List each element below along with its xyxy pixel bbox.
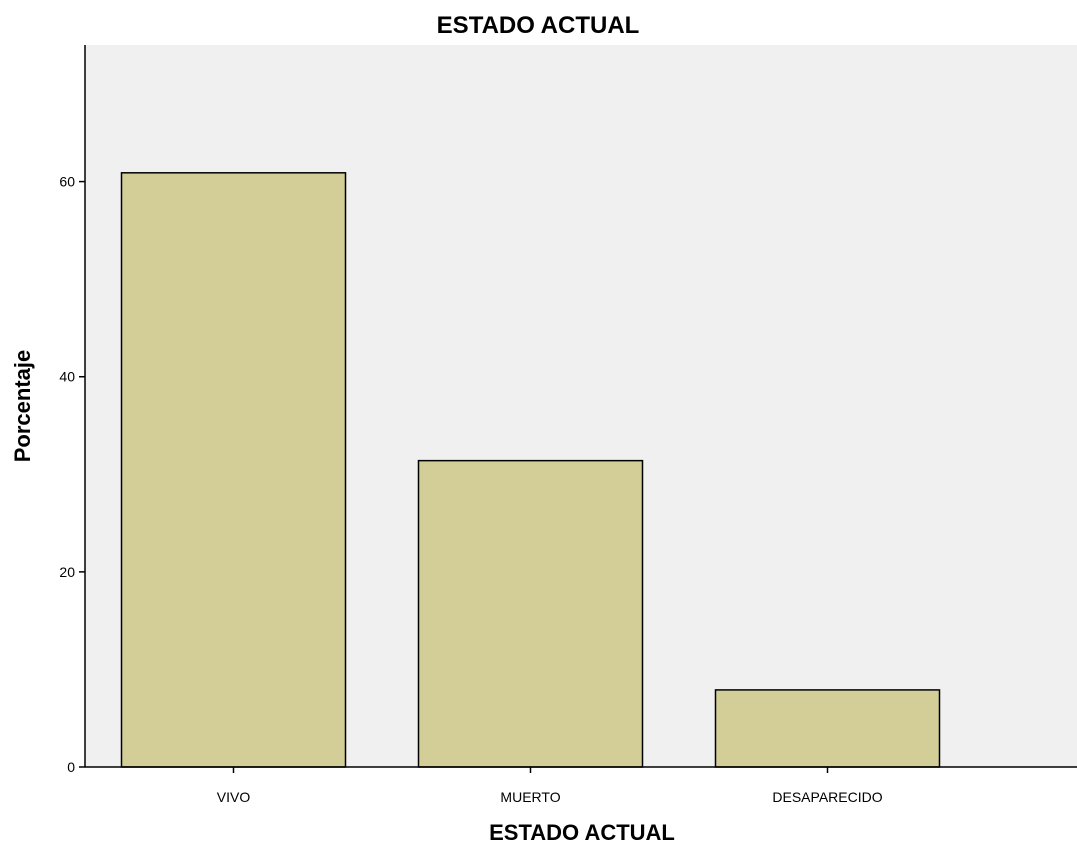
bar-vivo [120, 172, 347, 768]
y-tick-label: 20 [59, 564, 75, 580]
bars-group [120, 172, 941, 768]
y-ticks-group: 0 20 40 60 [59, 174, 85, 775]
y-tick-label: 40 [59, 369, 75, 385]
bar-muerto [417, 459, 644, 768]
x-tick-label: VIVO [217, 789, 251, 805]
x-tick-label: MUERTO [500, 789, 560, 805]
y-tick-label: 0 [67, 759, 75, 775]
x-tick-label: DESAPARECIDO [772, 789, 882, 805]
bar-desaparecido [714, 689, 941, 768]
chart-title: ESTADO ACTUAL [437, 12, 640, 39]
y-tick-label: 60 [59, 174, 75, 190]
y-axis-title: Porcentaje [10, 350, 35, 463]
x-ticks-group: VIVO MUERTO DESAPARECIDO [217, 767, 883, 805]
x-axis-title: ESTADO ACTUAL [489, 820, 675, 845]
